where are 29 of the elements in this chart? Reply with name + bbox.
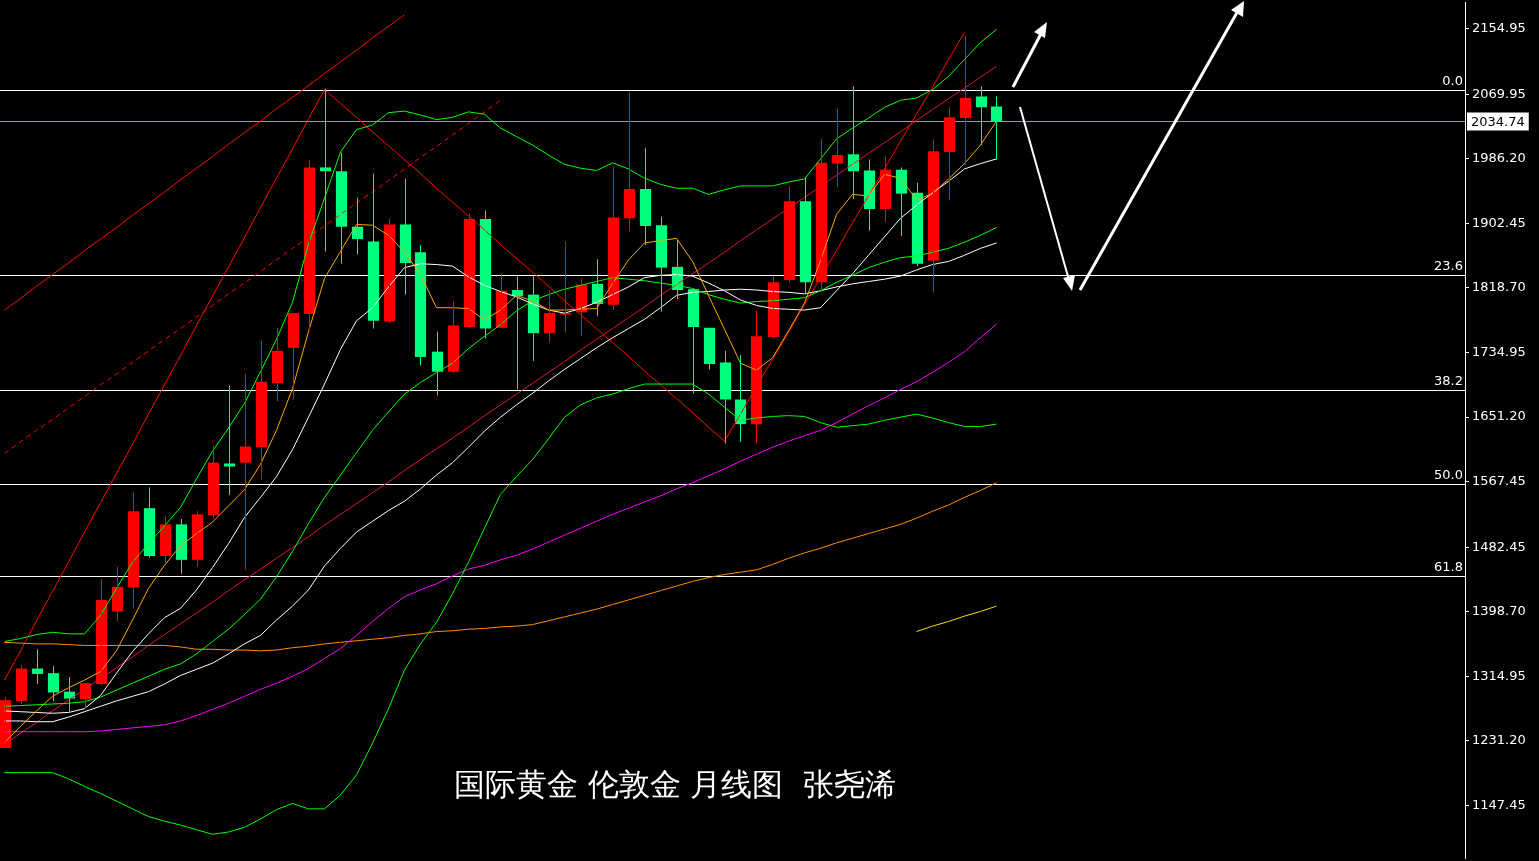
y-tick-label: 1818.70 xyxy=(1472,279,1526,295)
y-tick-label: 1231.20 xyxy=(1472,732,1526,748)
y-tick-label: 1734.95 xyxy=(1472,343,1526,359)
candlestick xyxy=(239,373,252,571)
y-tick-label: 1902.45 xyxy=(1472,214,1526,230)
ref-line-label: 2034.74 xyxy=(1471,113,1525,129)
annotation: 38.2 xyxy=(1434,372,1463,388)
y-tick-label: 2154.95 xyxy=(1472,20,1526,36)
y-tick-label: 1986.20 xyxy=(1472,150,1526,166)
y-tick-label: 1314.95 xyxy=(1472,667,1526,683)
annotation: 0.0 xyxy=(1442,72,1463,88)
annotation: 50.0 xyxy=(1434,466,1463,482)
candlestick xyxy=(831,108,844,188)
candlestick xyxy=(223,385,236,496)
candlestick xyxy=(319,88,332,252)
y-tick-label: 1651.20 xyxy=(1472,408,1526,424)
candlestick xyxy=(287,312,300,400)
candlestick xyxy=(975,85,988,146)
annotation: 23.6 xyxy=(1434,257,1463,273)
y-tick-label: 2069.95 xyxy=(1472,85,1526,101)
candlestick xyxy=(559,240,572,333)
text: 国际黄金 伦敦金 月线图 张尧浠 xyxy=(452,765,898,804)
y-tick-label: 1482.45 xyxy=(1472,538,1526,554)
y-tick-label: 1567.45 xyxy=(1472,472,1526,488)
y-tick-label: 1398.70 xyxy=(1472,603,1526,619)
y-tick-label: 1147.45 xyxy=(1472,796,1526,812)
candlestick xyxy=(990,95,1003,161)
candlestick xyxy=(943,106,956,202)
annotation: 61.8 xyxy=(1434,558,1463,574)
